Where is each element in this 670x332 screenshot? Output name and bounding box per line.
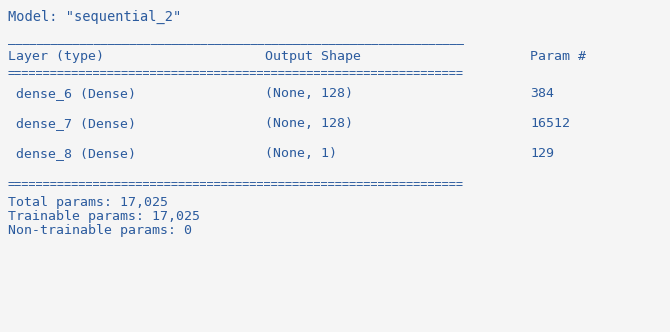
- Text: ================================================================: ========================================…: [8, 67, 464, 80]
- Text: 129: 129: [530, 147, 554, 160]
- Text: (None, 1): (None, 1): [265, 147, 337, 160]
- Text: Output Shape: Output Shape: [265, 50, 361, 63]
- Text: 384: 384: [530, 87, 554, 100]
- Text: (None, 128): (None, 128): [265, 117, 353, 130]
- Text: Param #: Param #: [530, 50, 586, 63]
- Text: (None, 128): (None, 128): [265, 87, 353, 100]
- Text: ================================================================: ========================================…: [8, 178, 464, 191]
- Text: dense_7 (Dense): dense_7 (Dense): [8, 117, 136, 130]
- Text: ________________________________________________________________: ________________________________________…: [8, 32, 464, 45]
- Text: Trainable params: 17,025: Trainable params: 17,025: [8, 210, 200, 223]
- Text: dense_6 (Dense): dense_6 (Dense): [8, 87, 136, 100]
- Text: Model: "sequential_2": Model: "sequential_2": [8, 10, 182, 24]
- Text: Non-trainable params: 0: Non-trainable params: 0: [8, 224, 192, 237]
- Text: dense_8 (Dense): dense_8 (Dense): [8, 147, 136, 160]
- Text: Total params: 17,025: Total params: 17,025: [8, 196, 168, 209]
- Text: Layer (type): Layer (type): [8, 50, 104, 63]
- Text: 16512: 16512: [530, 117, 570, 130]
